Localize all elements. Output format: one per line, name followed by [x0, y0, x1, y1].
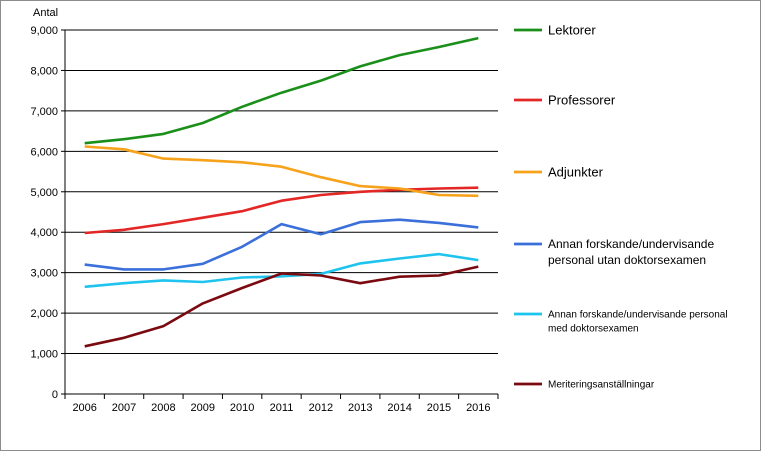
axes: 0 1,000 2,000 3,000 4,000 5,000 6,000 7,000 8,00… [30, 25, 499, 414]
y-tick-label: 2,000 [30, 308, 58, 320]
legend: Lektorer Professorer Adjunkter Annan forska… [514, 23, 728, 391]
legend-item: Meriteringsanställningar [514, 380, 655, 391]
legend-label: Adjunkter [548, 165, 604, 180]
legend-label: Professorer [548, 93, 616, 108]
series-line-4 [84, 218, 479, 271]
x-tick-label: 2011 [270, 402, 294, 414]
y-tick-label: 7,000 [30, 106, 58, 118]
series-lines [84, 36, 479, 348]
legend-item: Annan forskande/undervisande personal med… [514, 310, 728, 335]
series-line-1 [84, 36, 479, 145]
series-line-5 [84, 252, 479, 289]
legend-label: Annan forskande/undervisande [548, 237, 714, 251]
legend-item: Professorer [514, 93, 616, 108]
y-tick-label: 5,000 [30, 187, 58, 199]
x-tick-label: 2009 [191, 402, 215, 414]
legend-label: Lektorer [548, 23, 596, 38]
x-tick-label: 2015 [427, 402, 451, 414]
legend-label: personal utan doktorsexamen [548, 253, 706, 267]
gridlines [65, 29, 498, 355]
legend-label: med doktorsexamen [548, 324, 639, 335]
y-tick-label: 6,000 [30, 146, 58, 158]
x-tick-label: 2007 [112, 402, 136, 414]
legend-label: Annan forskande/undervisande personal [548, 310, 728, 321]
legend-item: Adjunkter [514, 165, 604, 180]
y-tick-label: 0 [52, 389, 58, 401]
x-tick-label: 2006 [72, 402, 96, 414]
series-line-3 [84, 145, 479, 198]
series-line-6 [84, 265, 479, 348]
y-tick-label: 8,000 [30, 65, 58, 77]
legend-item: Lektorer [514, 23, 596, 38]
x-tick-label: 2012 [309, 402, 333, 414]
series-line-2 [84, 186, 479, 235]
x-tick-label: 2013 [348, 402, 372, 414]
legend-label: Meriteringsanställningar [548, 380, 655, 391]
y-axis-title: Antal [33, 7, 58, 19]
x-tick-label: 2016 [466, 402, 490, 414]
y-tick-label: 3,000 [30, 268, 58, 280]
x-tick-label: 2010 [230, 402, 254, 414]
legend-item: Annan forskande/undervisande personal uta… [514, 237, 714, 267]
y-tick-label: 1,000 [30, 349, 58, 361]
x-tick-label: 2014 [387, 402, 411, 414]
x-tick-label: 2008 [151, 402, 175, 414]
y-tick-label: 9,000 [30, 25, 58, 37]
y-tick-label: 4,000 [30, 227, 58, 239]
